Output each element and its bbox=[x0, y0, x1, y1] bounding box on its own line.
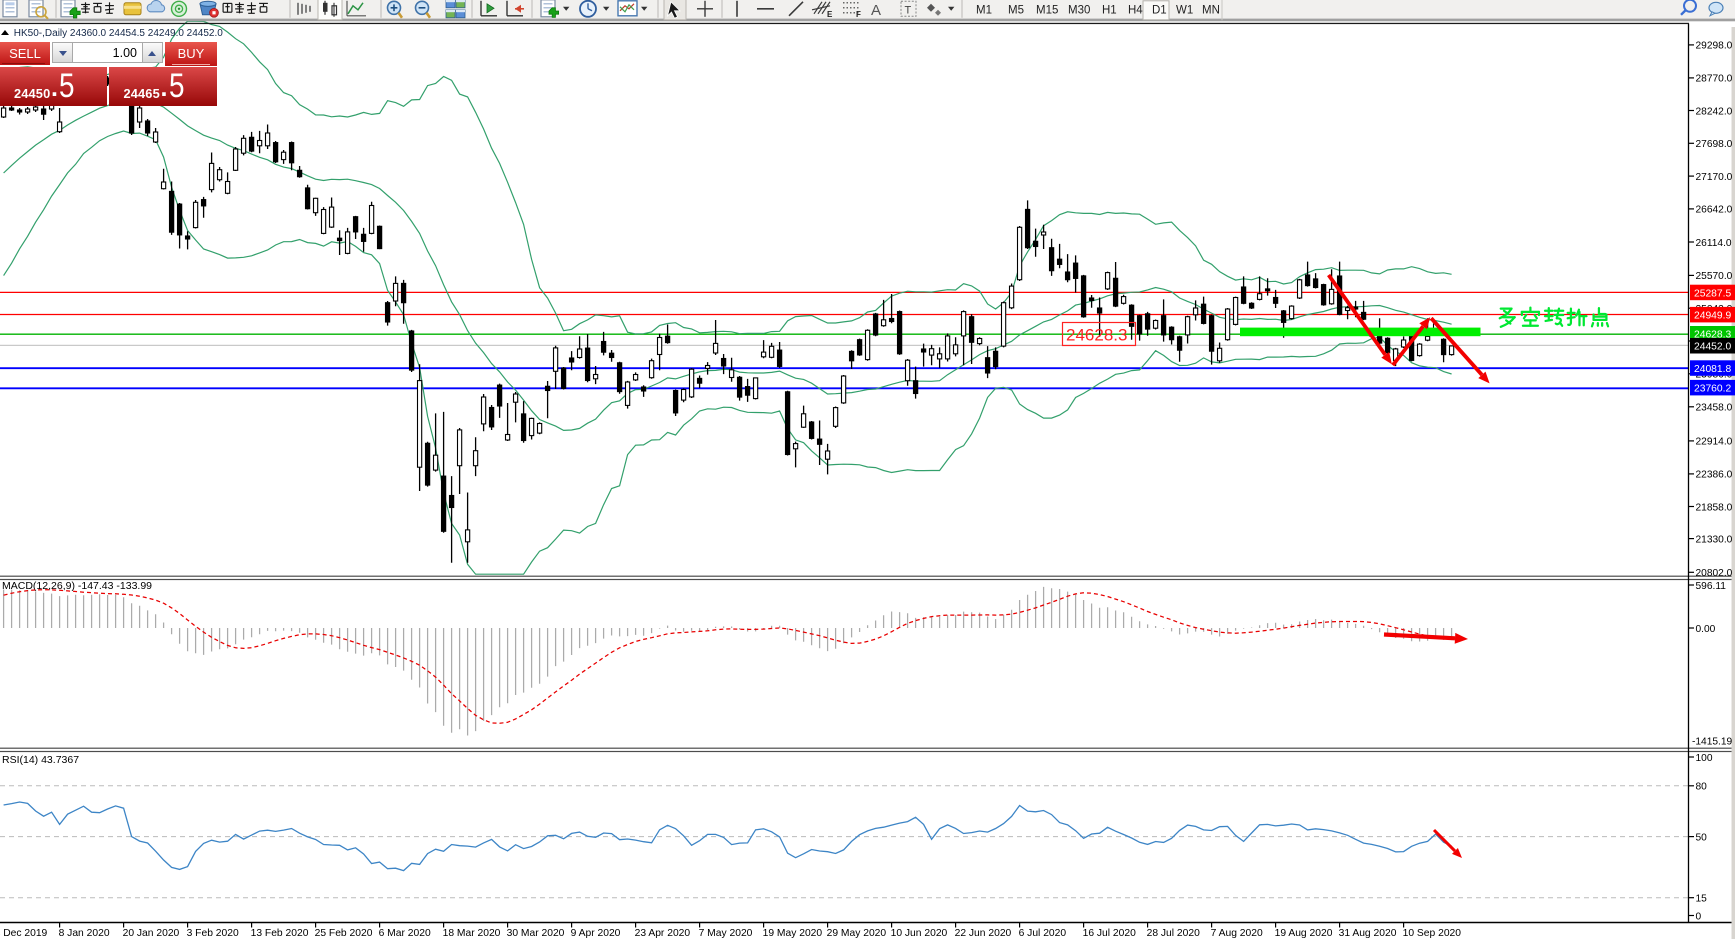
svg-text:26114.0: 26114.0 bbox=[1696, 238, 1732, 249]
svg-text:18 Mar 2020: 18 Mar 2020 bbox=[443, 928, 501, 939]
svg-text:13 Feb 2020: 13 Feb 2020 bbox=[251, 928, 309, 939]
svg-text:6 Mar 2020: 6 Mar 2020 bbox=[379, 928, 431, 939]
svg-text:29298.0: 29298.0 bbox=[1696, 41, 1733, 52]
svg-text:M1: M1 bbox=[976, 4, 992, 16]
svg-text:19 May 2020: 19 May 2020 bbox=[763, 928, 823, 939]
svg-text:H4: H4 bbox=[1128, 4, 1143, 16]
svg-text:24628.3: 24628.3 bbox=[1694, 330, 1731, 341]
svg-text:7 Aug 2020: 7 Aug 2020 bbox=[1211, 928, 1263, 939]
svg-text:596.11: 596.11 bbox=[1696, 581, 1727, 592]
svg-text:19 Aug 2020: 19 Aug 2020 bbox=[1275, 928, 1333, 939]
svg-text:25287.5: 25287.5 bbox=[1694, 288, 1731, 299]
svg-text:21330.0: 21330.0 bbox=[1696, 534, 1733, 545]
svg-text:M5: M5 bbox=[1008, 4, 1024, 16]
svg-text:80: 80 bbox=[1696, 782, 1708, 793]
svg-text:9 Apr 2020: 9 Apr 2020 bbox=[571, 928, 621, 939]
svg-text:10 Sep 2020: 10 Sep 2020 bbox=[1403, 928, 1462, 939]
svg-text:RSI(14) 43.7367: RSI(14) 43.7367 bbox=[2, 754, 79, 766]
svg-text:27170.0: 27170.0 bbox=[1696, 172, 1733, 183]
svg-text:22914.0: 22914.0 bbox=[1696, 437, 1733, 448]
svg-text:M30: M30 bbox=[1068, 4, 1090, 16]
svg-text:31 Aug 2020: 31 Aug 2020 bbox=[1339, 928, 1397, 939]
svg-text:10 Jun 2020: 10 Jun 2020 bbox=[891, 928, 948, 939]
svg-text:24452.0: 24452.0 bbox=[1694, 342, 1731, 353]
svg-text:50: 50 bbox=[1696, 832, 1708, 843]
svg-text:23458.0: 23458.0 bbox=[1696, 403, 1733, 414]
svg-text:23760.2: 23760.2 bbox=[1694, 384, 1731, 395]
svg-text:0.00: 0.00 bbox=[1696, 624, 1716, 635]
svg-text:D1: D1 bbox=[1152, 4, 1167, 16]
svg-text:20802.0: 20802.0 bbox=[1696, 568, 1733, 579]
svg-text:28242.0: 28242.0 bbox=[1696, 106, 1733, 117]
svg-text:0: 0 bbox=[1696, 911, 1702, 922]
svg-text:22386.0: 22386.0 bbox=[1696, 470, 1733, 481]
svg-text:25 Feb 2020: 25 Feb 2020 bbox=[315, 928, 373, 939]
svg-text:E: E bbox=[827, 10, 833, 19]
svg-text:21858.0: 21858.0 bbox=[1696, 502, 1733, 513]
svg-text:26642.0: 26642.0 bbox=[1696, 205, 1733, 216]
svg-text:24628.3: 24628.3 bbox=[1066, 326, 1127, 345]
svg-text:28770.0: 28770.0 bbox=[1696, 74, 1733, 85]
svg-text:100: 100 bbox=[1696, 753, 1713, 764]
svg-text:3 Feb 2020: 3 Feb 2020 bbox=[187, 928, 239, 939]
svg-text:T: T bbox=[905, 4, 912, 16]
svg-text:-1415.19: -1415.19 bbox=[1692, 737, 1733, 748]
svg-text:8 Jan 2020: 8 Jan 2020 bbox=[59, 928, 110, 939]
svg-text:30 Mar 2020: 30 Mar 2020 bbox=[507, 928, 565, 939]
svg-text:A: A bbox=[871, 2, 881, 19]
svg-text:15: 15 bbox=[1696, 894, 1708, 905]
svg-text:M15: M15 bbox=[1036, 4, 1058, 16]
svg-text:7 May 2020: 7 May 2020 bbox=[699, 928, 753, 939]
svg-text:29 May 2020: 29 May 2020 bbox=[827, 928, 887, 939]
svg-text:4 Dec 2019: 4 Dec 2019 bbox=[0, 928, 48, 939]
svg-text:28 Jul 2020: 28 Jul 2020 bbox=[1147, 928, 1201, 939]
svg-text:22 Jun 2020: 22 Jun 2020 bbox=[955, 928, 1012, 939]
svg-text:16 Jul 2020: 16 Jul 2020 bbox=[1083, 928, 1137, 939]
svg-text:F: F bbox=[856, 10, 861, 19]
svg-text:27698.0: 27698.0 bbox=[1696, 139, 1733, 150]
svg-text:24949.9: 24949.9 bbox=[1694, 311, 1731, 322]
svg-text:H1: H1 bbox=[1102, 4, 1117, 16]
svg-text:24081.8: 24081.8 bbox=[1694, 364, 1731, 375]
svg-text:23 Apr 2020: 23 Apr 2020 bbox=[635, 928, 691, 939]
svg-text:MN: MN bbox=[1202, 4, 1220, 16]
svg-text:6 Jul 2020: 6 Jul 2020 bbox=[1019, 928, 1067, 939]
svg-text:25570.0: 25570.0 bbox=[1696, 271, 1733, 282]
svg-text:20 Jan 2020: 20 Jan 2020 bbox=[123, 928, 180, 939]
svg-text:MACD(12,26,9) -147.43 -133.99: MACD(12,26,9) -147.43 -133.99 bbox=[2, 580, 152, 592]
svg-text:W1: W1 bbox=[1176, 4, 1193, 16]
